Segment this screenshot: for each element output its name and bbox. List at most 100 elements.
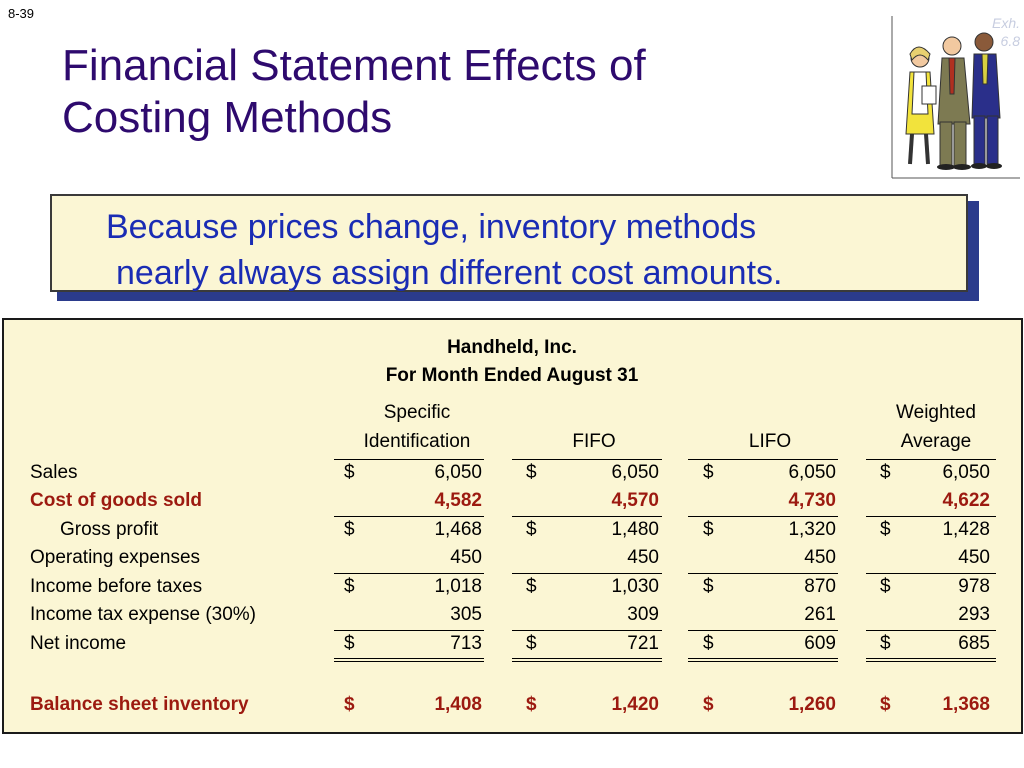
double-rule-bottom (866, 661, 996, 662)
tax-specific: 305 (450, 604, 482, 625)
inventory-specific: 1,408 (434, 694, 482, 715)
dollar-sign: $ (703, 694, 714, 715)
statement-period: For Month Ended August 31 (385, 365, 639, 386)
dollar-sign: $ (880, 576, 891, 597)
subtotal-rule (866, 573, 996, 574)
ibt-fifo: 1,030 (611, 576, 659, 597)
callout-line-1: Because prices change, inventory methods (106, 208, 757, 246)
double-rule-bottom (688, 661, 838, 662)
row-label-cogs: Cost of goods sold (30, 490, 203, 511)
dollar-sign: $ (703, 576, 714, 597)
subtotal-rule (688, 630, 838, 631)
header-underline (866, 459, 996, 460)
slide-title: Financial Statement Effects of Costing M… (62, 40, 822, 144)
subtotal-rule (688, 573, 838, 574)
dollar-sign: $ (344, 576, 355, 597)
row-label-gross-profit: Gross profit (60, 519, 159, 540)
row-label-balance-sheet-inventory: Balance sheet inventory (30, 694, 249, 715)
cogs-weighted: 4,622 (942, 490, 990, 511)
opex-specific: 450 (450, 547, 482, 568)
subtotal-rule (866, 630, 996, 631)
row-label-net-income: Net income (30, 633, 127, 654)
double-rule-top (688, 658, 838, 659)
dollar-sign: $ (344, 462, 355, 483)
ibt-specific: 1,018 (434, 576, 482, 597)
dollar-sign: $ (526, 576, 537, 597)
sales-specific: 6,050 (434, 462, 482, 483)
business-people-clipart-icon (888, 14, 1020, 182)
gross-profit-weighted: 1,428 (942, 519, 990, 540)
dollar-sign: $ (526, 462, 537, 483)
tax-weighted: 293 (958, 604, 990, 625)
subtotal-rule (334, 516, 484, 517)
net-income-lifo: 609 (804, 633, 836, 654)
subtotal-rule (334, 630, 484, 631)
opex-fifo: 450 (627, 547, 659, 568)
column-header-fifo: FIFO (572, 431, 616, 452)
company-name: Handheld, Inc. (447, 337, 577, 358)
subtotal-rule (334, 573, 484, 574)
sales-fifo: 6,050 (611, 462, 659, 483)
gross-profit-lifo: 1,320 (788, 519, 836, 540)
dollar-sign: $ (526, 519, 537, 540)
net-income-specific: 713 (450, 633, 482, 654)
gross-profit-fifo: 1,480 (611, 519, 659, 540)
tax-fifo: 309 (627, 604, 659, 625)
column-header-specific-identification: Specific Identification (334, 398, 500, 456)
gross-profit-specific: 1,468 (434, 519, 482, 540)
subtotal-rule (688, 516, 838, 517)
inventory-weighted: 1,368 (942, 694, 990, 715)
income-statement-panel (2, 318, 1023, 734)
column-header-line: Identification (363, 431, 471, 452)
dollar-sign: $ (703, 519, 714, 540)
exhibit-reference: Exh. 6.8 (991, 15, 1020, 49)
cogs-lifo: 4,730 (788, 490, 836, 511)
subtotal-rule (512, 516, 662, 517)
header-underline (334, 459, 484, 460)
callout-line-2: nearly always assign different cost amou… (116, 254, 783, 292)
opex-weighted: 450 (958, 547, 990, 568)
inventory-fifo: 1,420 (611, 694, 659, 715)
opex-lifo: 450 (804, 547, 836, 568)
sales-lifo: 6,050 (788, 462, 836, 483)
header-underline (688, 459, 838, 460)
subtotal-rule (866, 516, 996, 517)
row-label-operating-expenses: Operating expenses (30, 547, 201, 568)
column-header-lifo: LIFO (748, 431, 792, 452)
dollar-sign: $ (880, 633, 891, 654)
callout-text: Because prices change, inventory methods… (106, 204, 783, 296)
slide-number: 8-39 (8, 6, 35, 21)
dollar-sign: $ (880, 694, 891, 715)
column-header-line: Weighted (896, 402, 976, 423)
column-header-line: Specific (383, 402, 451, 423)
dollar-sign: $ (526, 633, 537, 654)
inventory-lifo: 1,260 (788, 694, 836, 715)
ibt-lifo: 870 (804, 576, 836, 597)
double-rule-top (866, 658, 996, 659)
net-income-weighted: 685 (958, 633, 990, 654)
row-label-income-before-taxes: Income before taxes (30, 576, 203, 597)
row-label-income-tax-expense: Income tax expense (30%) (30, 604, 257, 625)
callout-box: Because prices change, inventory methods… (50, 194, 968, 292)
column-header-line: Average (900, 431, 972, 452)
dollar-sign: $ (703, 462, 714, 483)
title-line-1: Financial Statement Effects of (62, 41, 646, 90)
cogs-specific: 4,582 (434, 490, 482, 511)
dollar-sign: $ (344, 633, 355, 654)
ibt-weighted: 978 (958, 576, 990, 597)
cogs-fifo: 4,570 (611, 490, 659, 511)
column-header-weighted-average: Weighted Average (866, 398, 1006, 456)
dollar-sign: $ (880, 519, 891, 540)
net-income-fifo: 721 (627, 633, 659, 654)
dollar-sign: $ (344, 694, 355, 715)
dollar-sign: $ (344, 519, 355, 540)
dollar-sign: $ (880, 462, 891, 483)
sales-weighted: 6,050 (942, 462, 990, 483)
dollar-sign: $ (703, 633, 714, 654)
row-label-sales: Sales (30, 462, 78, 483)
dollar-sign: $ (526, 694, 537, 715)
subtotal-rule (512, 630, 662, 631)
double-rule-top (512, 658, 662, 659)
subtotal-rule (512, 573, 662, 574)
header-underline (512, 459, 662, 460)
